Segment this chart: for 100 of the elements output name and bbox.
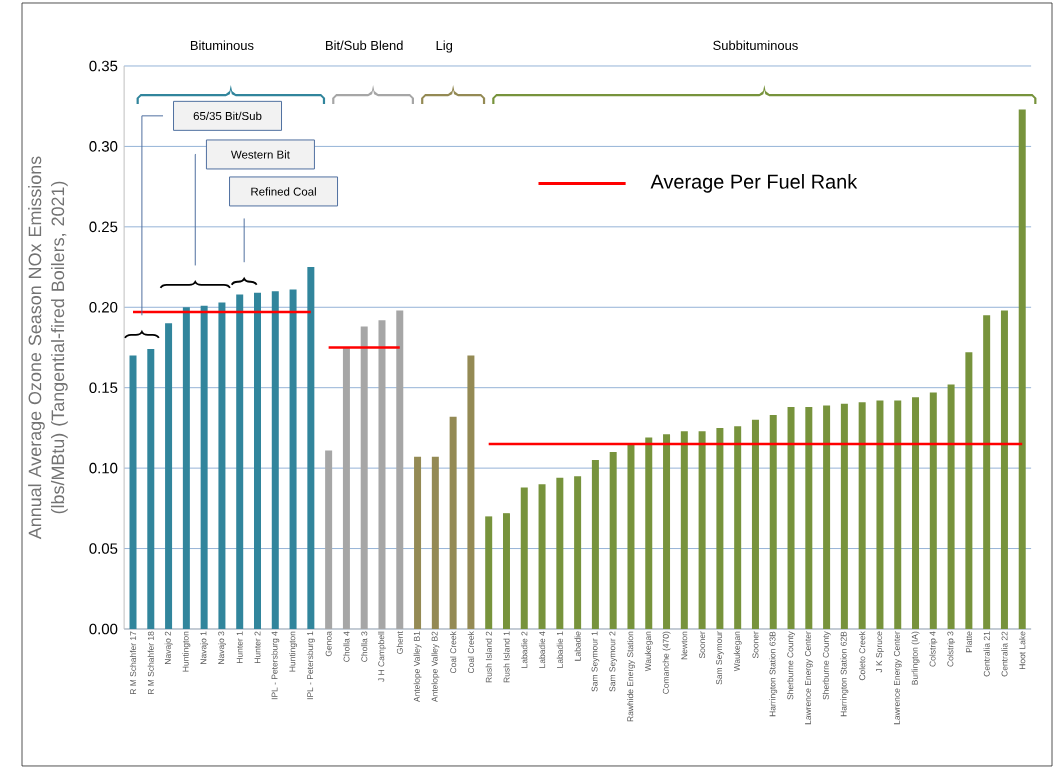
x-tick-label: Waukegan <box>733 631 742 672</box>
x-tick-label: Centralia 21 <box>983 631 990 677</box>
x-tick-label: Coal Creek <box>467 631 475 674</box>
x-tick-label: Harrington Station 63B <box>769 631 778 717</box>
bar <box>556 477 564 629</box>
x-tick-label: Comanche (470) <box>662 631 671 694</box>
bar <box>1018 109 1026 629</box>
y-tick-label: 0.25 <box>89 221 118 233</box>
x-tick-label: Rawhide Energy Station <box>627 631 635 722</box>
bar <box>485 516 493 629</box>
x-tick-label: Cholla 4 <box>343 631 350 662</box>
bar <box>360 326 368 629</box>
x-tick-label: Sam Seymour 2 <box>609 631 618 692</box>
x-tick-label: Centralia 22 <box>1001 631 1008 677</box>
bar <box>182 307 190 629</box>
bar <box>609 452 617 629</box>
text: Subbituminous <box>713 40 798 51</box>
x-tick-label: Navajo 2 <box>164 631 173 664</box>
x-tick-label: Labadie 4 <box>538 631 546 668</box>
bar <box>894 400 902 629</box>
x-tick-label: Harrington Station 62B <box>840 631 849 717</box>
bar <box>751 419 759 629</box>
bar <box>947 384 955 629</box>
y-tick-label: 0.05 <box>89 543 118 554</box>
annotation: Refined Coal <box>251 187 316 196</box>
bar <box>414 456 422 629</box>
bar <box>165 323 173 629</box>
x-tick-label: Rush Island 1 <box>503 631 510 683</box>
bar <box>520 487 528 629</box>
x-tick-label: Sherburne County <box>787 631 795 700</box>
x-tick-label: Lawrence Energy Center <box>804 631 813 725</box>
bar <box>734 426 742 629</box>
x-tick-label: Sooner <box>752 631 759 659</box>
y-tick-label: 0.10 <box>89 462 118 474</box>
x-tick-label: Labadie 2 <box>521 631 528 668</box>
x-tick-label: IPL - Petersburg 4 <box>271 631 280 700</box>
x-tick-label: R M Schahfer 18 <box>147 631 154 695</box>
x-tick-label: Antelope Valley B1 <box>413 631 422 703</box>
x-tick-label: Colstrip 4 <box>929 631 938 667</box>
x-tick-label: R M Schahfer 17 <box>129 631 137 695</box>
bar <box>538 484 546 629</box>
bar <box>147 349 155 629</box>
bar <box>467 355 475 629</box>
x-tick-label: Sherburne County <box>822 631 831 700</box>
bar <box>823 405 831 629</box>
bar <box>663 434 671 629</box>
bar <box>342 347 350 629</box>
x-tick-label: Navajo 1 <box>200 631 209 664</box>
bar <box>929 392 937 629</box>
x-tick-label: Navajo 3 <box>217 631 226 664</box>
x-tick-label: Sooner <box>699 631 706 659</box>
x-tick-label: J K Spruce <box>876 631 884 673</box>
bar <box>680 431 688 629</box>
y-tick-label: 0.15 <box>89 382 118 393</box>
bar <box>431 456 439 629</box>
x-tick-label: Genoa <box>325 631 332 657</box>
bar <box>983 315 991 629</box>
bar <box>236 294 244 629</box>
x-tick-label: Ghent <box>396 631 403 654</box>
x-tick-label: Rush Island 2 <box>485 631 492 683</box>
bar <box>876 400 884 629</box>
bar <box>805 407 813 629</box>
bar <box>218 302 226 629</box>
bar <box>858 402 866 629</box>
annotation: 65/35 Bit/Sub <box>193 111 262 121</box>
bar <box>378 320 386 629</box>
y-tick-label: 0.35 <box>89 60 118 72</box>
bar <box>645 437 653 629</box>
bar <box>200 305 208 629</box>
bar <box>627 444 635 629</box>
x-tick-label: Coal Creek <box>450 631 457 674</box>
x-tick-label: Lawrence Energy Center <box>893 631 902 725</box>
bar <box>574 476 582 629</box>
bar <box>716 427 724 629</box>
x-tick-label: J H Campbell <box>378 631 386 682</box>
x-tick-label: Labadie <box>574 631 581 661</box>
bar <box>840 403 848 629</box>
x-tick-label: Burlington (IA) <box>911 631 920 685</box>
bar <box>254 292 261 629</box>
bar <box>307 267 315 629</box>
bar <box>502 513 510 629</box>
bar <box>129 355 137 629</box>
bar <box>289 289 297 629</box>
x-tick-label: Platte <box>965 631 972 653</box>
bar <box>591 460 599 629</box>
bar <box>698 431 706 629</box>
x-tick-label: Colstrip 3 <box>947 631 956 667</box>
bar <box>965 352 973 629</box>
x-tick-label: Sam Seymour <box>716 631 724 685</box>
x-tick-label: IPL - Petersburg 1 <box>306 631 315 700</box>
x-tick-label: Waukegan <box>644 631 653 672</box>
x-tick-label: Sam Seymour 1 <box>591 631 600 692</box>
x-tick-label: Hoot Lake <box>1019 631 1026 670</box>
text: Bituminous <box>190 40 254 51</box>
bar <box>325 450 333 629</box>
text: Bit/Sub Blend <box>326 40 403 51</box>
bar <box>769 415 777 629</box>
bar <box>912 397 920 629</box>
annotation: Western Bit <box>230 150 290 159</box>
bar <box>396 310 404 629</box>
